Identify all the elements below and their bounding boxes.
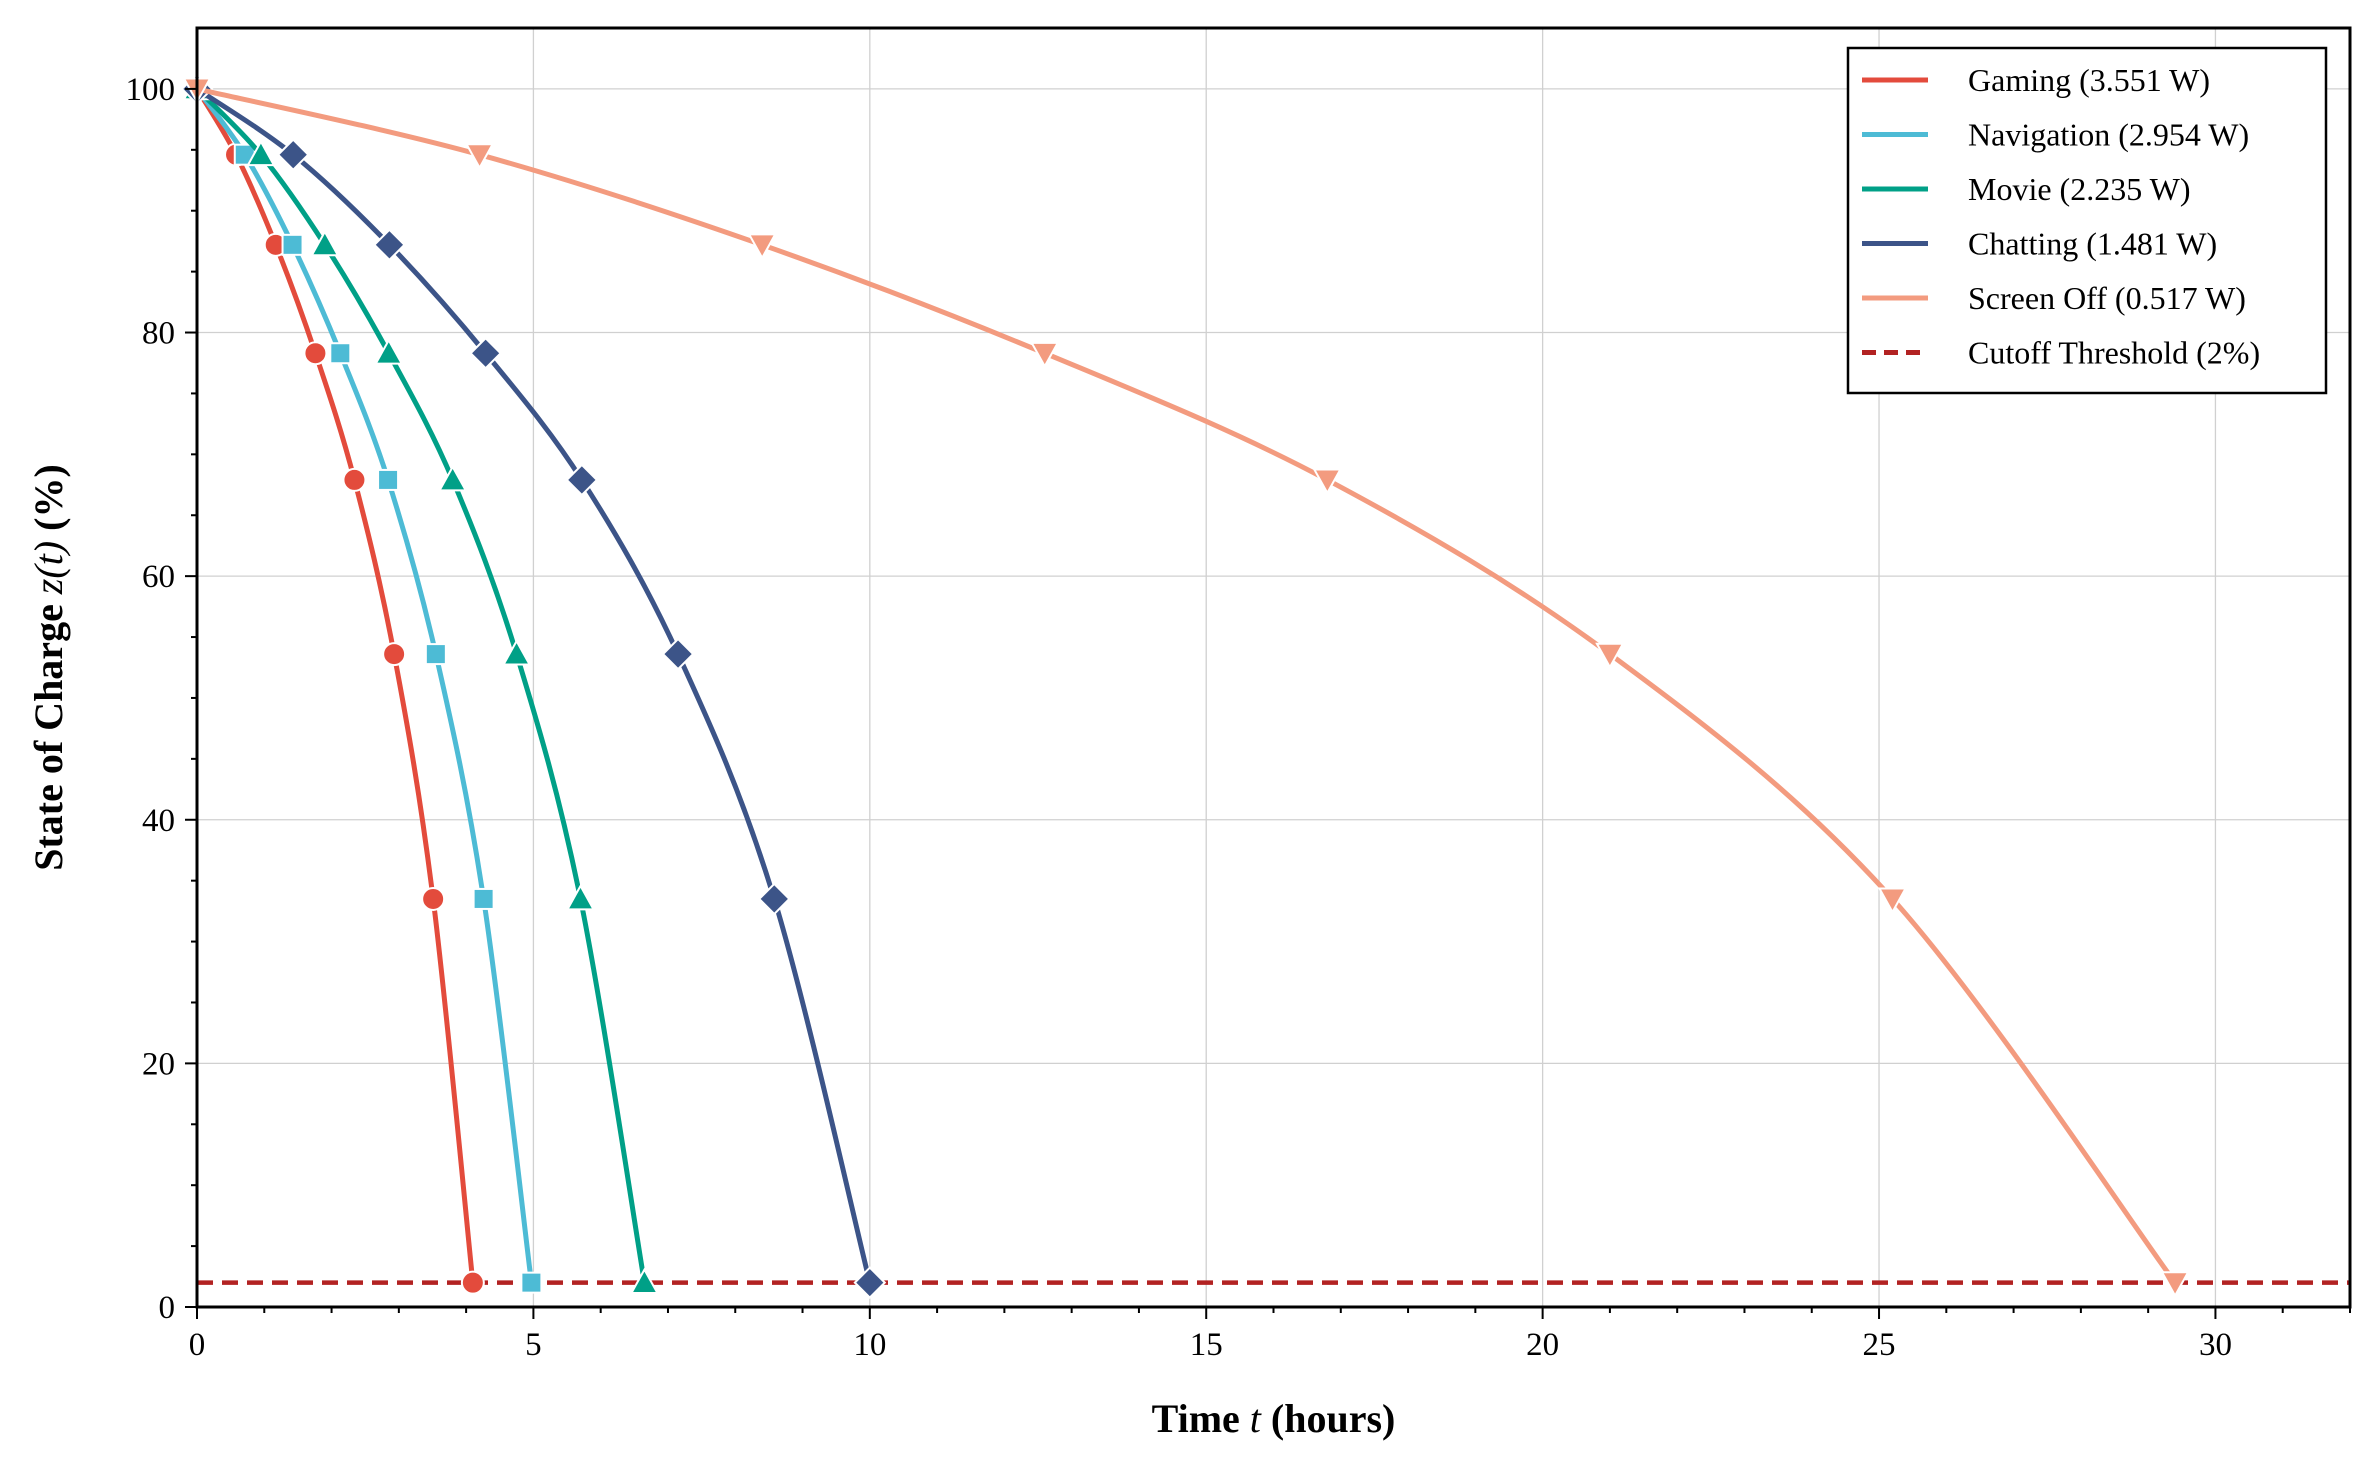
data-point-diamond [757,882,791,916]
y-tick-label: 20 [142,1046,175,1082]
data-point-square [281,233,304,256]
data-point-circle [421,886,446,911]
series-group [182,73,660,1295]
data-point-diamond [661,637,695,671]
x-tick-label: 20 [1526,1327,1559,1363]
series-line [194,86,534,1286]
series-line [194,86,647,1286]
legend-label: Movie (2.235 W) [1968,171,2190,207]
data-point-triangle-up [374,338,404,365]
legend-label: Navigation (2.954 W) [1968,117,2249,153]
data-point-circle [342,467,367,492]
y-tick-label: 100 [126,72,176,108]
legend-label: Screen Off (0.517 W) [1968,280,2246,316]
y-axis-title: State of Charge z(t) (%) [26,464,71,871]
data-point-triangle-up [629,1267,660,1295]
legend-label: Cutoff Threshold (2%) [1968,335,2260,371]
data-point-circle [460,1270,485,1295]
series-line [194,86,476,1286]
data-point-triangle-up [565,883,596,911]
data-point-diamond [469,336,503,370]
y-tick-label: 0 [159,1290,176,1326]
y-tick-label: 80 [142,316,175,352]
series-group [186,77,543,1294]
data-point-square [520,1271,543,1294]
x-tick-label: 15 [1190,1327,1223,1363]
data-point-triangle-down [464,143,495,170]
data-point-triangle-up [310,229,340,257]
data-point-triangle-down [2160,1271,2190,1298]
data-point-triangle-down [1595,642,1625,670]
x-tick-label: 30 [2199,1327,2232,1363]
data-point-square [377,468,400,491]
data-point-triangle-down [1312,468,1343,495]
y-tick-label: 60 [142,559,175,595]
y-tick-label: 40 [142,803,175,839]
data-point-diamond [565,463,599,497]
legend-box [1846,46,2328,395]
data-point-circle [382,642,407,667]
axis-ticks: 0 5 10 15 20 25 30 0 20 40 60 80 100 [126,72,2351,1363]
series-layer [180,72,2190,1300]
series-group [182,77,2190,1298]
x-tick-label: 5 [525,1327,542,1363]
x-tick-label: 10 [853,1327,886,1363]
data-point-triangle-down [1030,341,1060,369]
x-tick-label: 25 [1863,1327,1896,1363]
data-point-square [424,643,447,666]
legend-label: Chatting (1.481 W) [1968,226,2217,262]
data-point-triangle-up [437,464,468,492]
data-point-triangle-up [501,639,532,666]
legend: Gaming (3.551 W) Navigation (2.954 W) Movi… [1846,46,2328,395]
data-point-diamond [276,138,310,172]
x-axis-title: Time t (hours) [1152,1396,1396,1441]
data-point-triangle-down [747,233,777,260]
legend-label: Gaming (3.551 W) [1968,62,2210,98]
data-point-circle [303,341,328,366]
x-tick-label: 0 [189,1327,206,1363]
data-point-diamond [853,1266,887,1300]
data-point-triangle-up [246,139,276,167]
data-point-diamond [373,228,406,262]
data-point-square [472,887,495,910]
data-point-square [329,342,352,365]
data-point-triangle-down [1877,887,1908,914]
